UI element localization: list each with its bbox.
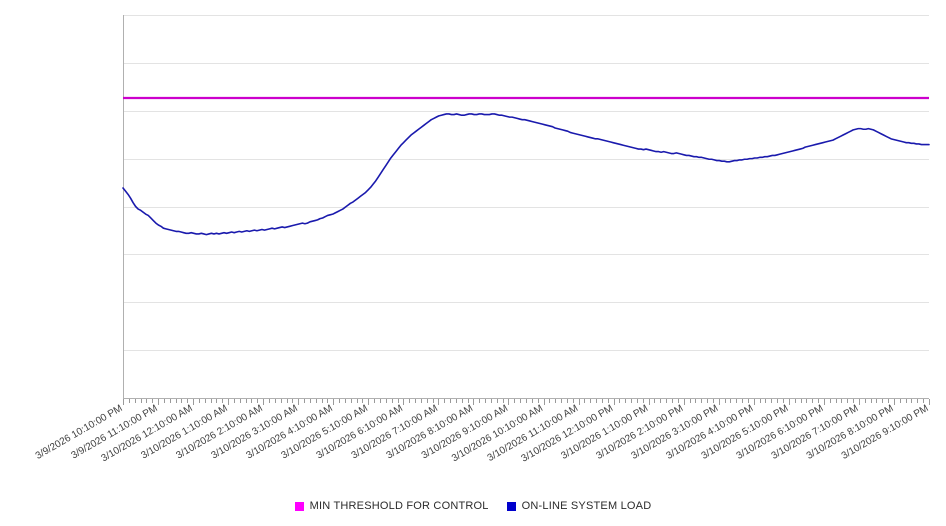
chart-legend: MIN THRESHOLD FOR CONTROL ON-LINE SYSTEM… — [0, 496, 946, 516]
legend-label-min-threshold-for-control: MIN THRESHOLD FOR CONTROL — [309, 500, 489, 512]
legend-swatch-blue — [506, 501, 516, 511]
plot-background — [123, 15, 929, 398]
legend-item-min-threshold-for-control[interactable]: MIN THRESHOLD FOR CONTROL — [294, 500, 489, 512]
x-axis-minor-ticks — [123, 399, 930, 405]
series-on-line-system-load — [122, 113, 930, 236]
legend-label-on-line-system-load: ON-LINE SYSTEM LOAD — [521, 500, 652, 512]
legend-swatch-magenta — [294, 501, 304, 511]
legend-item-on-line-system-load[interactable]: ON-LINE SYSTEM LOAD — [506, 500, 652, 512]
gridlines — [123, 15, 929, 351]
x-axis-tick-labels: 3/9/2026 10:10:00 PM3/9/2026 11:10:00 PM… — [34, 403, 931, 465]
